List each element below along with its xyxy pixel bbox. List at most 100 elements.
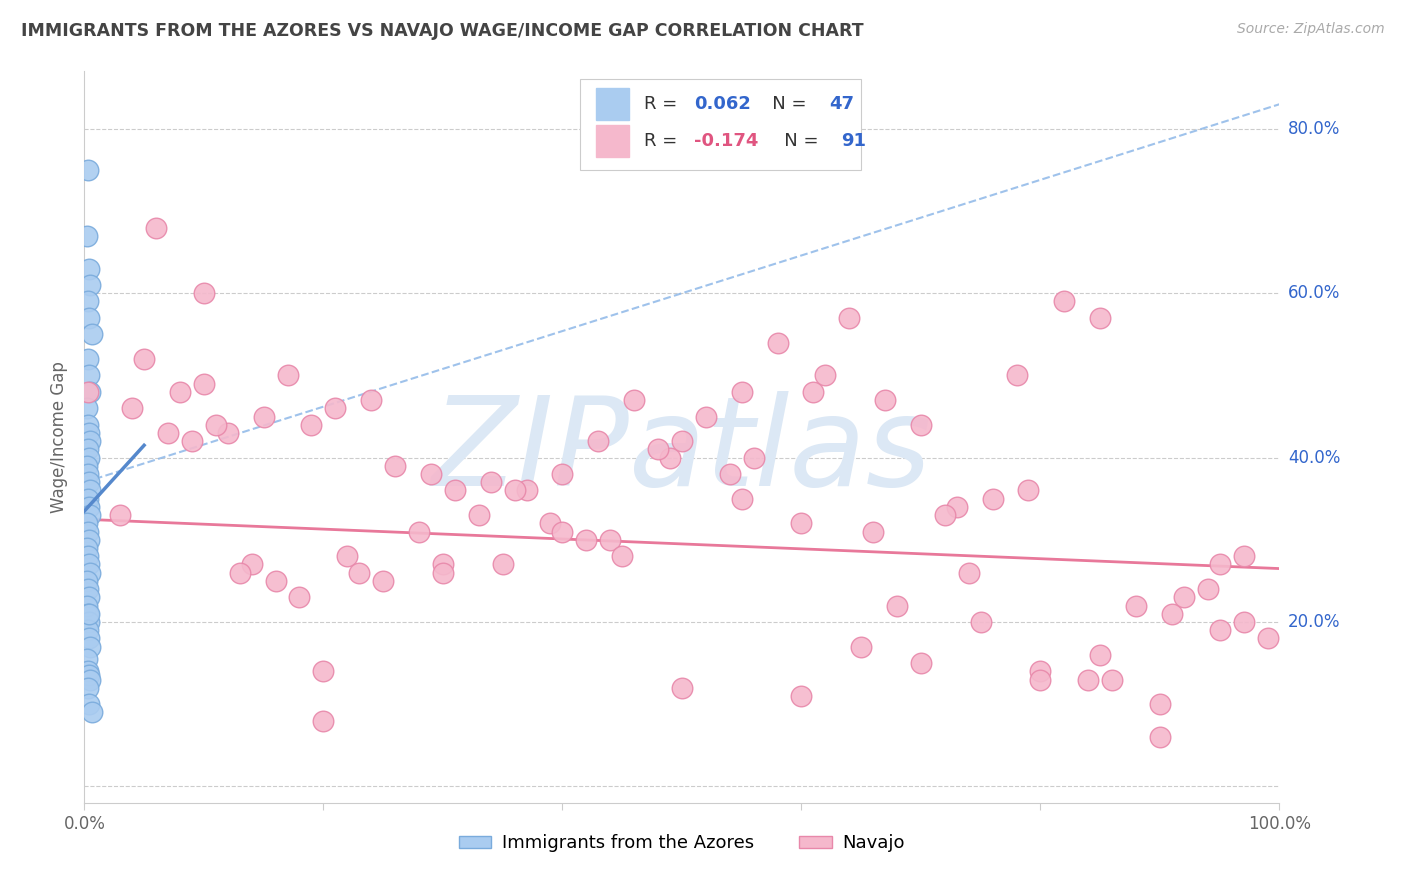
Point bbox=[1257, 632, 1279, 646]
Point bbox=[76, 516, 98, 531]
Point bbox=[551, 524, 574, 539]
Text: R =: R = bbox=[644, 132, 683, 150]
Point bbox=[77, 524, 100, 539]
Point bbox=[240, 558, 263, 572]
Point bbox=[79, 640, 101, 654]
Point bbox=[970, 615, 993, 629]
Point bbox=[981, 491, 1004, 506]
Point bbox=[312, 665, 335, 679]
Text: 80.0%: 80.0% bbox=[1288, 120, 1340, 138]
Point bbox=[77, 533, 100, 547]
Text: R =: R = bbox=[644, 95, 683, 113]
Point bbox=[1233, 615, 1256, 629]
Point bbox=[181, 434, 204, 449]
Text: 47: 47 bbox=[830, 95, 853, 113]
Text: 0.062: 0.062 bbox=[695, 95, 751, 113]
Point bbox=[1018, 483, 1040, 498]
Point bbox=[336, 549, 359, 564]
Point bbox=[503, 483, 526, 498]
Point bbox=[612, 549, 634, 564]
Point bbox=[910, 656, 932, 670]
Point bbox=[384, 458, 406, 473]
Point bbox=[76, 652, 98, 666]
Point bbox=[957, 566, 980, 580]
Bar bbox=[596, 125, 630, 157]
Point bbox=[79, 434, 101, 449]
Point bbox=[1149, 697, 1171, 711]
Point bbox=[77, 591, 100, 605]
Point bbox=[492, 558, 515, 572]
Point bbox=[790, 516, 813, 531]
Point bbox=[264, 574, 287, 588]
Point bbox=[588, 434, 610, 449]
Point bbox=[875, 393, 897, 408]
Text: Source: ZipAtlas.com: Source: ZipAtlas.com bbox=[1237, 22, 1385, 37]
Point bbox=[77, 351, 100, 366]
Point bbox=[76, 458, 98, 473]
Point bbox=[1233, 549, 1256, 564]
Point bbox=[217, 425, 239, 440]
Point bbox=[79, 278, 101, 293]
Point bbox=[1029, 673, 1052, 687]
Point bbox=[1029, 665, 1052, 679]
Point bbox=[790, 689, 813, 703]
Point bbox=[1209, 558, 1232, 572]
Point bbox=[1149, 730, 1171, 744]
Point bbox=[77, 384, 100, 399]
Legend: Immigrants from the Azores, Navajo: Immigrants from the Azores, Navajo bbox=[451, 827, 912, 860]
Point bbox=[551, 467, 574, 481]
Point bbox=[910, 417, 932, 432]
Point bbox=[1173, 591, 1195, 605]
FancyBboxPatch shape bbox=[581, 78, 862, 170]
Point bbox=[80, 327, 103, 342]
Point bbox=[77, 491, 100, 506]
Point bbox=[1161, 607, 1184, 621]
Text: -0.174: -0.174 bbox=[695, 132, 758, 150]
Point bbox=[76, 574, 98, 588]
Point bbox=[1125, 599, 1147, 613]
Point bbox=[731, 491, 754, 506]
Point bbox=[77, 310, 100, 325]
Point bbox=[79, 508, 101, 523]
Point bbox=[79, 673, 101, 687]
Point bbox=[77, 607, 100, 621]
Point bbox=[77, 632, 100, 646]
Point bbox=[1101, 673, 1123, 687]
Point bbox=[77, 261, 100, 276]
Point bbox=[77, 624, 100, 638]
Point bbox=[253, 409, 276, 424]
Point bbox=[851, 640, 873, 654]
Y-axis label: Wage/Income Gap: Wage/Income Gap bbox=[51, 361, 69, 513]
Point bbox=[77, 668, 100, 682]
Point bbox=[277, 368, 299, 383]
Point bbox=[934, 508, 956, 523]
Point bbox=[695, 409, 717, 424]
Point bbox=[814, 368, 837, 383]
Point bbox=[76, 541, 98, 555]
Point bbox=[77, 294, 100, 309]
Point bbox=[77, 417, 100, 432]
Point bbox=[132, 351, 156, 366]
Point bbox=[76, 401, 98, 416]
Point bbox=[77, 582, 100, 596]
Point bbox=[77, 665, 100, 679]
Point bbox=[77, 467, 100, 481]
Text: 91: 91 bbox=[841, 132, 866, 150]
Point bbox=[193, 286, 215, 301]
Point bbox=[77, 450, 100, 465]
Point bbox=[444, 483, 467, 498]
Point bbox=[157, 425, 180, 440]
Point bbox=[599, 533, 621, 547]
Point bbox=[540, 516, 562, 531]
Point bbox=[671, 681, 693, 695]
Point bbox=[77, 549, 100, 564]
Point bbox=[79, 483, 101, 498]
Point bbox=[1090, 648, 1112, 662]
Point bbox=[110, 508, 132, 523]
Point bbox=[373, 574, 395, 588]
Point bbox=[671, 434, 693, 449]
Point bbox=[742, 450, 765, 465]
Point bbox=[432, 566, 454, 580]
Point bbox=[205, 417, 228, 432]
Text: 20.0%: 20.0% bbox=[1288, 613, 1340, 631]
